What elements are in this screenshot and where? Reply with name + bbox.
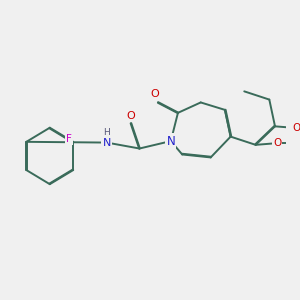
Text: N: N xyxy=(167,135,175,148)
Text: F: F xyxy=(66,134,72,144)
Text: N: N xyxy=(167,135,175,148)
Text: O: O xyxy=(151,88,160,98)
Text: H: H xyxy=(103,128,110,137)
Text: O: O xyxy=(127,111,135,121)
Text: O: O xyxy=(292,123,300,133)
Text: H: H xyxy=(103,128,110,137)
Text: N: N xyxy=(103,138,111,148)
Text: O: O xyxy=(273,138,281,148)
Text: N: N xyxy=(103,138,111,148)
